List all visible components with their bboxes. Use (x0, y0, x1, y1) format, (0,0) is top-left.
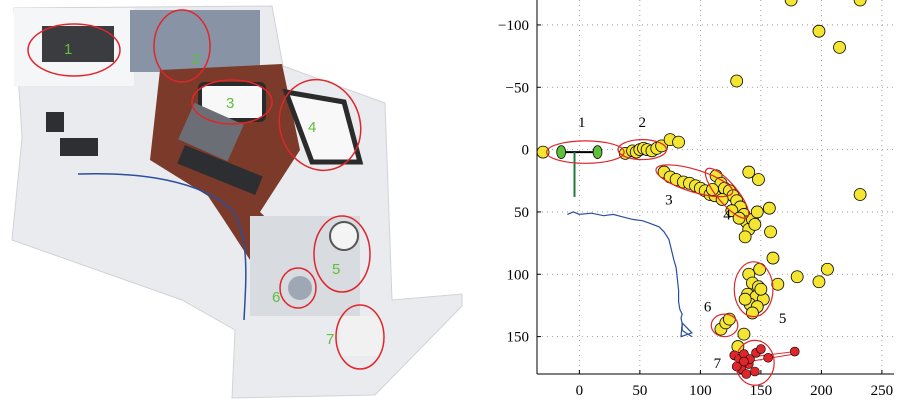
photo-label-3: 3 (226, 95, 234, 112)
trajectory-line (77, 172, 247, 321)
red-point-7 (756, 344, 766, 354)
photo-regions (27, 9, 385, 370)
yellow-point-48 (853, 188, 867, 201)
region-label-5: 5 (779, 311, 787, 327)
photo-label-4: 4 (308, 119, 316, 136)
region-6-ellipse (279, 267, 317, 309)
y-tick-label-5: 150 (507, 330, 530, 346)
box-object-7 (340, 316, 382, 356)
small-dark-objects (60, 138, 98, 156)
region-4-ellipse (278, 78, 362, 172)
region-ellipse-5 (733, 261, 774, 318)
region-ellipse-4 (704, 167, 750, 219)
y-tick-label-1: −50 (506, 80, 529, 96)
region-ellipse-7 (734, 339, 775, 386)
yellow-point-50 (753, 262, 767, 276)
x-tick-label-3: 150 (750, 383, 773, 399)
region-ellipse-6 (710, 313, 739, 338)
region-label-7: 7 (714, 356, 722, 372)
x-tick-label-0: 0 (576, 383, 584, 399)
photo-svg: 1 2 3 4 5 6 7 (11, 5, 463, 399)
region-label-3: 3 (665, 192, 673, 208)
yellow-point-39 (764, 225, 777, 239)
region-3-ellipse (191, 79, 273, 125)
yellow-point-47 (853, 0, 867, 7)
red-point-11 (789, 346, 800, 357)
region-ellipse-1 (546, 140, 625, 164)
scatter-plot: 0 50 100 150 200 250 −100 −50 0 50 100 150 1 2 3 4 5 6 7 (498, 0, 894, 399)
green-point-1 (592, 145, 603, 159)
red-point-13 (739, 356, 749, 367)
photo-label-5: 5 (332, 261, 340, 278)
x-tick-label-4: 200 (810, 383, 833, 399)
yellow-point-46 (833, 40, 846, 54)
poster (130, 10, 260, 72)
region-7-ellipse (335, 304, 385, 370)
yellow-point-71 (737, 327, 751, 341)
keyboard (177, 144, 263, 196)
laptop (178, 102, 244, 162)
yellow-point-60 (754, 282, 768, 296)
yellow-point-41 (748, 217, 762, 231)
red-point-9 (750, 366, 760, 377)
region-label-4: 4 (723, 207, 731, 223)
region-label-1: 1 (578, 115, 586, 131)
yellow-point-66 (821, 262, 834, 276)
yellow-point-65 (812, 275, 826, 289)
disc-object (329, 221, 359, 251)
y-tick-label-0: −100 (498, 18, 529, 34)
dark-object-top (42, 26, 114, 62)
yellow-point-43 (752, 173, 765, 186)
yellow-point-61 (738, 292, 752, 306)
yellow-point-44 (730, 74, 744, 88)
yellow-point-64 (790, 270, 804, 284)
photo-label-6: 6 (272, 289, 280, 306)
trajectory-arrow (680, 321, 693, 338)
y-tick-label-4: 100 (507, 267, 530, 283)
round-object-6 (288, 276, 312, 300)
red-point-8 (741, 369, 752, 379)
region-label-2: 2 (639, 115, 647, 131)
green-point-0 (556, 145, 567, 159)
scatter-plot-panel: 0 50 100 150 200 250 −100 −50 0 50 100 150 1 2 3 4 5 6 7 (470, 0, 908, 404)
yellow-point-40 (738, 230, 752, 244)
trajectory-path (567, 211, 693, 338)
red-point-10 (763, 352, 773, 363)
region-2-ellipse (153, 9, 211, 83)
yellow-point-11 (672, 135, 685, 149)
region-ellipse-2 (617, 139, 668, 161)
panoramic-photo: 1 2 3 4 5 6 7 (11, 5, 463, 399)
y-tick-label-3: 50 (514, 205, 529, 221)
yellow-point-38 (762, 201, 776, 215)
yellow-point-45 (784, 0, 798, 7)
yellow-point-63 (771, 277, 785, 291)
region-1-ellipse (27, 23, 121, 77)
region-5-ellipse (313, 215, 371, 293)
x-tick-label-5: 250 (871, 383, 894, 399)
region-ellipse-3 (655, 164, 734, 198)
monitor-4 (282, 88, 364, 165)
region-label-6: 6 (704, 300, 712, 316)
yellow-point-49 (812, 24, 826, 38)
y-tick-label-2: 0 (522, 143, 530, 159)
yellow-point-37 (750, 205, 764, 219)
photo-label-7: 7 (326, 331, 334, 348)
yellow-point-0 (536, 145, 550, 159)
yellow-point-42 (742, 165, 756, 179)
x-tick-label-2: 100 (689, 383, 712, 399)
x-tick-label-1: 50 (632, 383, 647, 399)
red-ray-1 (754, 351, 795, 358)
photo-label-1: 1 (64, 41, 72, 58)
yellow-point-62 (766, 251, 780, 265)
small-dark-objects-2 (46, 112, 64, 132)
photo-label-2: 2 (192, 51, 200, 68)
